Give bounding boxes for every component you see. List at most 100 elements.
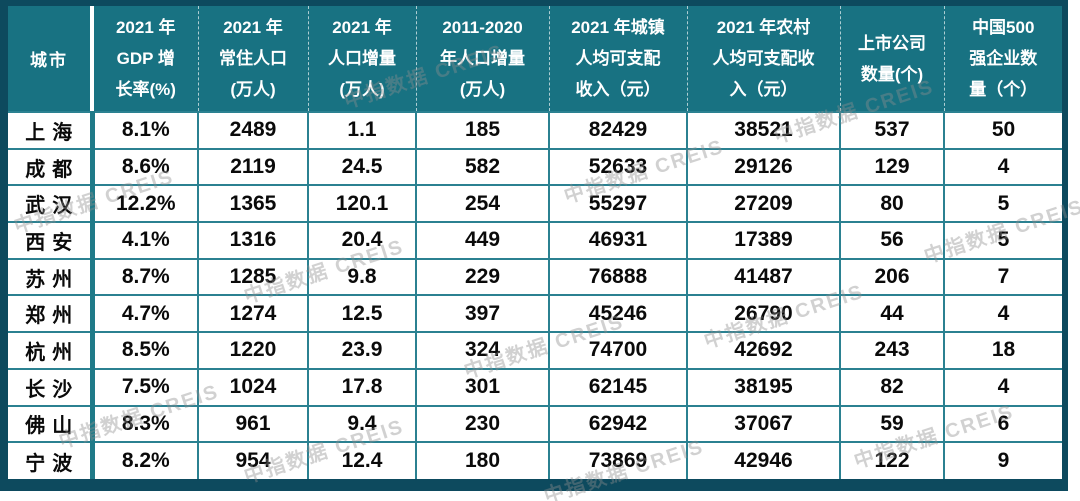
header-row: 城市 2021 年 GDP 增 长率(%) 2021 年 常住人口 (万人) 2… [8,6,1062,112]
cell-value: 954 [197,441,308,479]
cell-value: 26790 [686,294,840,333]
cell-value: 180 [415,441,549,479]
cell-value: 206 [839,257,944,296]
header-line: (万人) [230,80,276,99]
cell-value: 29126 [686,147,840,186]
cell-value: 55297 [548,184,687,223]
cell-value: 8.2% [91,441,198,479]
cell-value: 80 [839,184,944,223]
header-line: 2011-2020 [442,18,523,37]
cell-value: 4 [943,367,1062,406]
header-line: 人均可支配收 [712,49,815,68]
cell-value: 17.8 [307,367,416,406]
cell-value: 582 [415,147,549,186]
col-header-top500-companies: 中国500 强企业数 量（个） [943,6,1062,112]
table-row-changsha: 长沙 7.5% 1024 17.8 301 62145 38195 82 4 [8,367,1062,406]
cell-value: 9.8 [307,257,416,296]
cell-city: 武汉 [8,184,95,223]
cell-value: 7.5% [91,367,198,406]
cell-value: 18 [943,331,1062,369]
table-frame: 城市 2021 年 GDP 增 长率(%) 2021 年 常住人口 (万人) 2… [0,0,1068,491]
header-line: 2021 年农村 [716,18,811,37]
cell-value: 62145 [548,367,687,406]
cell-value: 17389 [686,221,840,259]
header-line: 年人口增量 [440,49,525,68]
cell-value: 324 [415,331,549,369]
cell-value: 59 [839,404,944,443]
header-line: 上市公司 [858,33,926,53]
table-row-chengdu: 成都 8.6% 2119 24.5 582 52633 29126 129 4 [8,147,1062,186]
cell-value: 76888 [548,257,687,296]
cell-value: 9 [943,441,1062,479]
cell-value: 46931 [548,221,687,259]
city-statistics-table: 城市 2021 年 GDP 增 长率(%) 2021 年 常住人口 (万人) 2… [8,6,1062,479]
cell-value: 1220 [197,331,308,369]
cell-value: 5 [943,221,1062,259]
col-header-city: 城市 [8,6,94,112]
cell-value: 52633 [548,147,687,186]
cell-value: 8.7% [91,257,198,296]
cell-value: 961 [197,404,308,443]
cell-value: 12.4 [307,441,416,479]
cell-value: 1274 [197,294,308,333]
table-row-hangzhou: 杭州 8.5% 1220 23.9 324 74700 42692 243 18 [8,331,1062,369]
table-row-xian: 西安 4.1% 1316 20.4 449 46931 17389 56 5 [8,221,1062,259]
header-line: 收入（元） [575,80,661,99]
col-header-gdp-growth: 2021 年 GDP 增 长率(%) [90,6,198,112]
table-row-ningbo: 宁波 8.2% 954 12.4 180 73869 42946 122 9 [8,441,1062,479]
header-line: 2021 年 [223,18,283,37]
header-line: 人口增量 [328,49,396,68]
col-header-rural-disposable-income: 2021 年农村 人均可支配收 入（元） [686,6,840,112]
cell-value: 2119 [197,147,308,186]
col-header-listed-companies: 上市公司 数量(个) [839,6,944,112]
cell-value: 38195 [686,367,840,406]
cell-value: 230 [415,404,549,443]
cell-value: 8.3% [91,404,198,443]
header-line: 入（元） [729,80,798,99]
cell-value: 38521 [686,111,840,149]
header-line: 人均可支配 [575,49,661,68]
cell-value: 229 [415,257,549,296]
cell-value: 9.4 [307,404,416,443]
cell-value: 50 [943,111,1062,149]
header-line: 2021 年城镇 [571,18,665,37]
table-row-shanghai: 上海 8.1% 2489 1.1 185 82429 38521 537 50 [8,111,1062,149]
cell-city: 宁波 [8,441,95,479]
cell-value: 5 [943,184,1062,223]
header-line: (万人) [459,80,506,99]
cell-city: 上海 [8,111,95,149]
cell-value: 397 [415,294,549,333]
table-row-suzhou: 苏州 8.7% 1285 9.8 229 76888 41487 206 7 [8,257,1062,296]
cell-value: 4.1% [91,221,198,259]
cell-value: 41487 [686,257,840,296]
cell-value: 1.1 [307,111,416,149]
cell-value: 20.4 [307,221,416,259]
cell-value: 2489 [197,111,308,149]
cell-value: 120.1 [307,184,416,223]
cell-city: 郑州 [8,294,95,333]
table-header: 城市 2021 年 GDP 增 长率(%) 2021 年 常住人口 (万人) 2… [8,6,1062,112]
header-line: 2021 年 [332,18,392,37]
cell-value: 62942 [548,404,687,443]
cell-value: 56 [839,221,944,259]
cell-value: 185 [415,111,549,149]
cell-value: 12.5 [307,294,416,333]
cell-value: 1365 [197,184,308,223]
col-header-population-increase-2021: 2021 年 人口增量 (万人) [307,6,416,112]
cell-value: 537 [839,111,944,149]
header-line: 常住人口 [219,49,287,68]
table-row-foshan: 佛山 8.3% 961 9.4 230 62942 37067 59 6 [8,404,1062,443]
header-line: 数量(个) [860,64,924,84]
cell-value: 4.7% [91,294,198,333]
cell-value: 4 [943,147,1062,186]
cell-value: 42946 [686,441,840,479]
cell-value: 37067 [686,404,840,443]
cell-value: 24.5 [307,147,416,186]
cell-value: 42692 [686,331,840,369]
cell-value: 6 [943,404,1062,443]
cell-value: 122 [839,441,944,479]
table-row-wuhan: 武汉 12.2% 1365 120.1 254 55297 27209 80 5 [8,184,1062,223]
cell-city: 佛山 [8,404,95,443]
col-header-resident-population: 2021 年 常住人口 (万人) [197,6,308,112]
